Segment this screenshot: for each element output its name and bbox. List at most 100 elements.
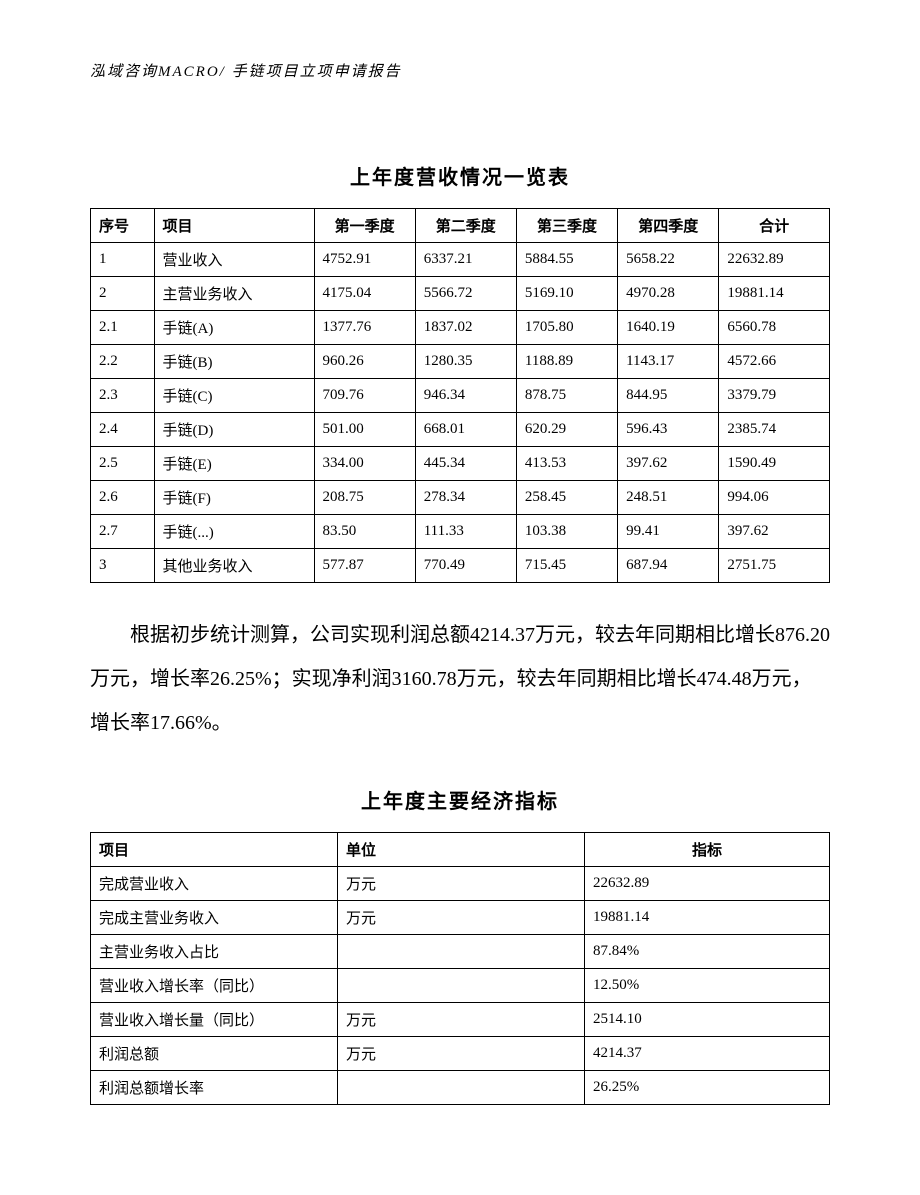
revenue-table-cell: 3379.79 <box>719 379 830 413</box>
indicators-table-cell: 万元 <box>338 901 585 935</box>
revenue-table-cell: 577.87 <box>314 549 415 583</box>
revenue-table-cell: 687.94 <box>618 549 719 583</box>
indicators-table-row: 主营业务收入占比87.84% <box>91 935 830 969</box>
revenue-table-cell: 111.33 <box>415 515 516 549</box>
indicators-table-cell: 营业收入增长率（同比） <box>91 969 338 1003</box>
indicators-table-body: 完成营业收入万元22632.89完成主营业务收入万元19881.14主营业务收入… <box>91 867 830 1105</box>
indicators-table-cell: 完成营业收入 <box>91 867 338 901</box>
revenue-table-cell: 2 <box>91 277 155 311</box>
revenue-table-cell: 445.34 <box>415 447 516 481</box>
revenue-table-cell: 844.95 <box>618 379 719 413</box>
revenue-table-cell: 主营业务收入 <box>154 277 314 311</box>
revenue-table-cell: 2385.74 <box>719 413 830 447</box>
revenue-table-cell: 2751.75 <box>719 549 830 583</box>
indicators-table-cell <box>338 969 585 1003</box>
revenue-table-cell: 596.43 <box>618 413 719 447</box>
page-header: 泓域咨询MACRO/ 手链项目立项申请报告 <box>90 60 830 81</box>
revenue-table-cell: 营业收入 <box>154 243 314 277</box>
revenue-table-row: 2.6手链(F)208.75278.34258.45248.51994.06 <box>91 481 830 515</box>
revenue-table-cell: 397.62 <box>719 515 830 549</box>
indicators-table-cell: 万元 <box>338 867 585 901</box>
revenue-table-cell: 960.26 <box>314 345 415 379</box>
indicators-col-indicator: 指标 <box>585 833 830 867</box>
revenue-table-cell: 6560.78 <box>719 311 830 345</box>
indicators-table-cell: 2514.10 <box>585 1003 830 1037</box>
revenue-col-total: 合计 <box>719 209 830 243</box>
indicators-table-cell: 营业收入增长量（同比） <box>91 1003 338 1037</box>
revenue-table-cell: 501.00 <box>314 413 415 447</box>
revenue-table-cell: 2.3 <box>91 379 155 413</box>
revenue-table-cell: 397.62 <box>618 447 719 481</box>
page: 泓域咨询MACRO/ 手链项目立项申请报告 上年度营收情况一览表 序号 项目 第… <box>0 0 920 1195</box>
indicators-table-header-row: 项目 单位 指标 <box>91 833 830 867</box>
revenue-table-cell: 6337.21 <box>415 243 516 277</box>
indicators-col-project: 项目 <box>91 833 338 867</box>
indicators-table-cell: 主营业务收入占比 <box>91 935 338 969</box>
revenue-col-q1: 第一季度 <box>314 209 415 243</box>
revenue-table-cell: 248.51 <box>618 481 719 515</box>
revenue-col-seq: 序号 <box>91 209 155 243</box>
revenue-table-body: 1营业收入4752.916337.215884.555658.2222632.8… <box>91 243 830 583</box>
revenue-table-row: 2.7手链(...)83.50111.33103.3899.41397.62 <box>91 515 830 549</box>
revenue-table-cell: 715.45 <box>516 549 617 583</box>
revenue-table-title: 上年度营收情况一览表 <box>90 161 830 190</box>
revenue-table-cell: 1 <box>91 243 155 277</box>
revenue-table-cell: 19881.14 <box>719 277 830 311</box>
revenue-table-cell: 413.53 <box>516 447 617 481</box>
indicators-table-cell: 22632.89 <box>585 867 830 901</box>
revenue-table-cell: 878.75 <box>516 379 617 413</box>
indicators-table-cell: 万元 <box>338 1003 585 1037</box>
revenue-table-cell: 手链(C) <box>154 379 314 413</box>
revenue-table-cell: 709.76 <box>314 379 415 413</box>
revenue-table-cell: 1280.35 <box>415 345 516 379</box>
revenue-table-cell: 208.75 <box>314 481 415 515</box>
revenue-table-row: 2.1手链(A)1377.761837.021705.801640.196560… <box>91 311 830 345</box>
revenue-table-cell: 5566.72 <box>415 277 516 311</box>
revenue-table-cell: 2.1 <box>91 311 155 345</box>
revenue-table-cell: 手链(...) <box>154 515 314 549</box>
revenue-table-cell: 22632.89 <box>719 243 830 277</box>
revenue-table-cell: 4970.28 <box>618 277 719 311</box>
revenue-table-cell: 手链(D) <box>154 413 314 447</box>
revenue-table-cell: 103.38 <box>516 515 617 549</box>
revenue-table-row: 3其他业务收入577.87770.49715.45687.942751.75 <box>91 549 830 583</box>
revenue-table-cell: 668.01 <box>415 413 516 447</box>
revenue-table-cell: 4752.91 <box>314 243 415 277</box>
indicators-table-row: 利润总额万元4214.37 <box>91 1037 830 1071</box>
indicators-table-cell: 完成主营业务收入 <box>91 901 338 935</box>
revenue-table-cell: 手链(A) <box>154 311 314 345</box>
indicators-col-unit: 单位 <box>338 833 585 867</box>
indicators-table-cell: 4214.37 <box>585 1037 830 1071</box>
revenue-table-row: 2.2手链(B)960.261280.351188.891143.174572.… <box>91 345 830 379</box>
revenue-col-q4: 第四季度 <box>618 209 719 243</box>
revenue-table-row: 1营业收入4752.916337.215884.555658.2222632.8… <box>91 243 830 277</box>
revenue-table-cell: 5169.10 <box>516 277 617 311</box>
revenue-table-cell: 4572.66 <box>719 345 830 379</box>
body-paragraph: 根据初步统计测算，公司实现利润总额4214.37万元，较去年同期相比增长876.… <box>90 613 830 745</box>
revenue-table-cell: 994.06 <box>719 481 830 515</box>
revenue-table-cell: 334.00 <box>314 447 415 481</box>
revenue-table-cell: 1837.02 <box>415 311 516 345</box>
revenue-table-cell: 99.41 <box>618 515 719 549</box>
revenue-table-row: 2主营业务收入4175.045566.725169.104970.2819881… <box>91 277 830 311</box>
indicators-table: 项目 单位 指标 完成营业收入万元22632.89完成主营业务收入万元19881… <box>90 832 830 1105</box>
revenue-table-cell: 83.50 <box>314 515 415 549</box>
revenue-table-cell: 258.45 <box>516 481 617 515</box>
revenue-table-cell: 手链(F) <box>154 481 314 515</box>
revenue-table-cell: 手链(E) <box>154 447 314 481</box>
revenue-table-cell: 620.29 <box>516 413 617 447</box>
indicators-table-cell: 利润总额增长率 <box>91 1071 338 1105</box>
revenue-table-cell: 2.7 <box>91 515 155 549</box>
revenue-table-cell: 946.34 <box>415 379 516 413</box>
revenue-table-cell: 2.6 <box>91 481 155 515</box>
revenue-table-cell: 手链(B) <box>154 345 314 379</box>
revenue-table-header-row: 序号 项目 第一季度 第二季度 第三季度 第四季度 合计 <box>91 209 830 243</box>
revenue-table-cell: 278.34 <box>415 481 516 515</box>
revenue-table-row: 2.4手链(D)501.00668.01620.29596.432385.74 <box>91 413 830 447</box>
revenue-table-row: 2.3手链(C)709.76946.34878.75844.953379.79 <box>91 379 830 413</box>
indicators-table-cell <box>338 1071 585 1105</box>
revenue-table-cell: 2.5 <box>91 447 155 481</box>
indicators-table-row: 利润总额增长率26.25% <box>91 1071 830 1105</box>
indicators-table-cell <box>338 935 585 969</box>
indicators-table-row: 营业收入增长量（同比）万元2514.10 <box>91 1003 830 1037</box>
